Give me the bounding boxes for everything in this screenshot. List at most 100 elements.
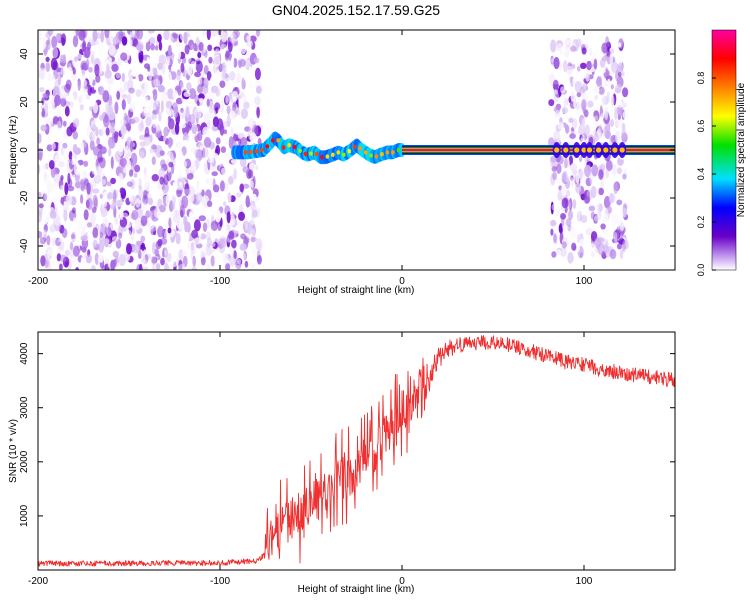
spectrogram-noise-cell (206, 264, 211, 270)
spectrogram-noise-cell (176, 188, 182, 198)
spectrogram-noise-cell (116, 90, 121, 101)
spectrogram-y-tick-label: 40 (19, 48, 30, 60)
spectrogram-noise-cell (50, 57, 58, 71)
spectrogram-noise-cell (182, 250, 188, 256)
spectrogram-noise-cell (605, 75, 613, 82)
spectrogram-noise-cell (615, 83, 622, 93)
spectrogram-noise-cell (92, 227, 99, 239)
spectrogram-noise-cell (246, 201, 251, 208)
spectrogram-noise-cell (187, 64, 193, 76)
spectrogram-noise-cell (205, 177, 211, 184)
spectrogram-noise-cell (552, 171, 558, 181)
spectrogram-noise-cell (168, 217, 172, 229)
colorbar-tick-label: 0.8 (696, 72, 706, 85)
spectrogram-noise-cell (252, 247, 256, 257)
spectrogram-ridge-peak (342, 152, 346, 157)
spectrogram-noise-cell (126, 181, 133, 188)
spectrogram-noise-cell (212, 116, 219, 127)
spectrogram-noise-cell (52, 115, 59, 124)
spectrogram-noise-cell (584, 164, 592, 178)
spectrogram-noise-cell (38, 209, 43, 223)
snr-x-tick-label: 0 (399, 576, 405, 587)
spectrogram-noise-cell (160, 257, 165, 266)
spectrogram-noise-cell (80, 69, 87, 80)
spectrogram-noise-cell (598, 203, 603, 212)
spectrogram-noise-cell (164, 183, 169, 191)
spectrogram-noise-cell (65, 194, 73, 206)
spectrogram-noise-cell (106, 181, 112, 187)
spectrogram-noise-cell (121, 93, 128, 99)
spectrogram-noise-cell (81, 79, 88, 87)
spectrogram-noise-cell (69, 101, 74, 108)
spectrogram-noise-cell (59, 68, 67, 75)
spectrogram-noise-cell (621, 122, 626, 132)
spectrogram-noise-cell (217, 241, 222, 248)
spectrogram-noise-cell (250, 228, 255, 237)
spectrogram-noise-cell (172, 41, 178, 47)
spectrogram-noise-cell (158, 54, 166, 66)
spectrogram-noise-cell (98, 85, 105, 96)
spectrogram-noise-cell (622, 207, 627, 218)
spectrogram-noise-cell (177, 87, 182, 96)
spectrogram-noise-cell (143, 107, 150, 114)
spectrogram-noise-cell (48, 160, 55, 170)
spectrogram-noise-cell (80, 60, 88, 72)
spectrogram-noise-cell (206, 218, 210, 229)
spectrogram-noise-cell (228, 256, 236, 267)
spectrogram-noise-cell (172, 89, 178, 100)
spectrogram-noise-cell (126, 243, 132, 255)
spectrogram-noise-cell (178, 220, 184, 232)
spectrogram-noise-cell (168, 35, 174, 44)
spectrogram-noise-cell (77, 95, 83, 104)
spectrogram-noise-cell (225, 263, 231, 270)
spectrogram-noise-cell (570, 177, 574, 188)
spectrogram-noise-cell (139, 97, 145, 105)
spectrogram-noise-cell (209, 100, 214, 112)
spectrogram-noise-cell (148, 69, 153, 81)
spectrogram-noise-cell (75, 30, 80, 37)
spectrogram-noise-cell (183, 231, 190, 242)
spectrogram-noise-cell (202, 222, 208, 233)
spectrogram-noise-cell (180, 107, 184, 114)
spectrogram-noise-cell (114, 101, 119, 115)
spectrogram-noise-cell (170, 109, 175, 117)
spectrogram-noise-cell (42, 92, 49, 99)
spectrogram-noise-cell (51, 74, 56, 81)
spectrogram-noise-cell (576, 233, 581, 243)
spectrogram-noise-cell (565, 218, 572, 227)
spectrogram-noise-cell (227, 176, 234, 185)
spectrogram-noise-cell (85, 58, 90, 71)
spectrogram-noise-cell (575, 182, 582, 194)
spectrogram-noise-cell (89, 212, 96, 224)
spectrogram-noise-cell (131, 30, 136, 35)
spectrogram-noise-cell (96, 32, 101, 40)
spectrogram-noise-cell (61, 228, 68, 239)
spectrogram-noise-cell (570, 191, 578, 199)
snr-y-tick-label: 1000 (19, 504, 30, 527)
snr-axes: -200 -100 0 100 1000 2000 3000 4000 (19, 332, 675, 587)
spectrogram-noise-cell (105, 127, 110, 136)
spectrogram-noise-cell (599, 58, 606, 68)
spectrogram-noise-cell (150, 43, 155, 51)
spectrogram-noise-cell (178, 263, 185, 270)
spectrogram-noise-cell (588, 242, 596, 252)
spectrogram-noise-cell (201, 84, 209, 95)
spectrogram-ridge-peak (385, 150, 390, 155)
spectrogram-noise-cell (250, 236, 257, 242)
spectrogram-noise-cell (151, 144, 157, 150)
spectrogram-noise-cell (210, 255, 215, 267)
spectrogram-noise-cell (118, 253, 126, 267)
spectrogram-noise-cell (225, 50, 230, 59)
spectrogram-noise-cell (133, 245, 140, 254)
spectrogram-noise-cell (72, 245, 80, 257)
spectrogram-noise-cell (215, 210, 222, 223)
spectrogram-noise-cell (99, 231, 104, 239)
spectrogram-noise-cell (163, 135, 167, 142)
spectrogram-noise-cell (576, 66, 581, 72)
spectrogram-noise-cell (590, 185, 597, 199)
spectrogram-noise-cell (130, 232, 135, 241)
spectrogram-noise-cell (69, 241, 74, 251)
spectrogram-noise-cell (194, 71, 201, 78)
spectrogram-noise-cell (41, 107, 46, 118)
spectrogram-noise-cell (59, 254, 67, 263)
